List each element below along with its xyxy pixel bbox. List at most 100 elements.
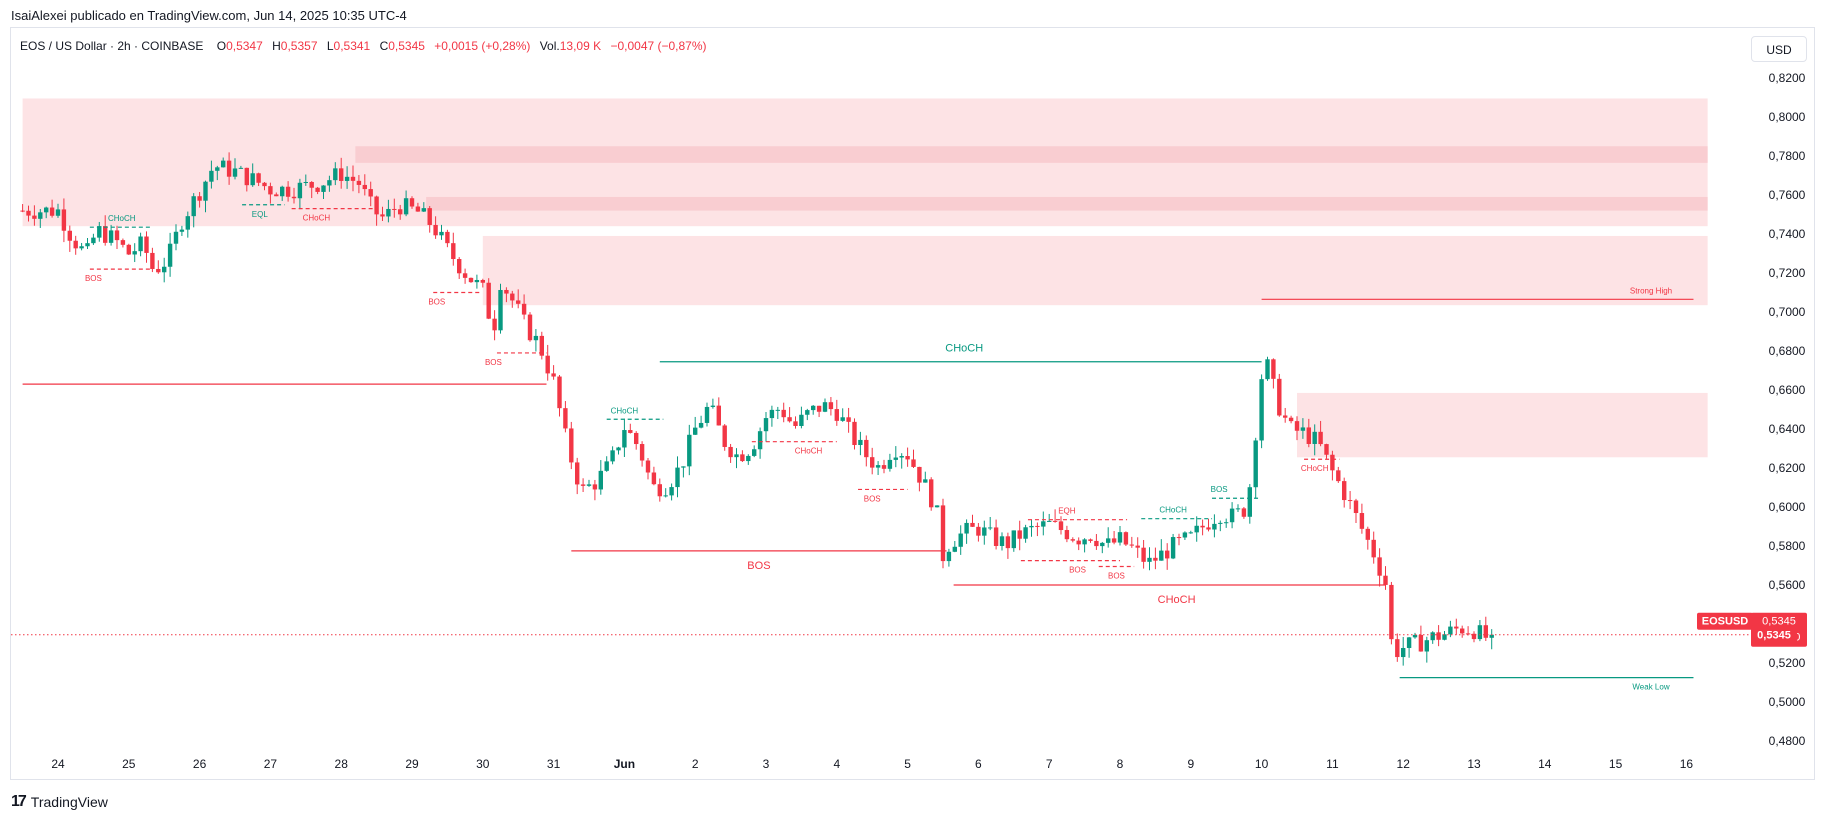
candle-body	[191, 196, 196, 217]
y-tick-label: 0,6000	[1769, 500, 1806, 514]
candle-body	[740, 454, 745, 462]
close-value: 0,5345	[388, 39, 425, 53]
candle-body	[415, 206, 421, 212]
candle-body	[20, 210, 25, 212]
candle-body	[988, 527, 993, 529]
candle-body	[1365, 528, 1370, 540]
candle-body	[628, 430, 633, 433]
candle-body	[704, 406, 710, 423]
structure-label: BOS	[85, 274, 102, 283]
x-tick-label: Jun	[614, 757, 635, 771]
x-tick-label: 4	[833, 757, 840, 771]
candle-body	[474, 279, 480, 283]
candle-body	[1111, 538, 1117, 543]
candle-body	[787, 417, 792, 422]
candle-body	[280, 186, 285, 197]
candle-body	[126, 244, 131, 255]
candle-body	[622, 430, 627, 448]
candle-body	[634, 432, 639, 445]
candle-body	[752, 449, 757, 456]
x-tick-label: 29	[405, 757, 419, 771]
candle-body	[1088, 539, 1093, 541]
candle-body	[457, 259, 462, 274]
candle-body	[85, 243, 90, 247]
x-tick-label: 7	[1046, 757, 1053, 771]
candle-body	[67, 230, 72, 241]
structure-label: Weak Low	[1632, 683, 1669, 692]
candle-body	[911, 459, 916, 467]
candle-body	[108, 230, 114, 243]
candle-body	[356, 180, 362, 185]
candle-body	[1342, 481, 1347, 501]
symbol-tag-text: EOSUSD	[1702, 616, 1749, 628]
price-tag-lower-value: 0,5345	[1757, 630, 1791, 642]
candle-body	[1460, 628, 1465, 634]
candle-body	[451, 243, 456, 260]
y-tick-label: 0,6800	[1769, 344, 1806, 358]
candle-body	[297, 182, 303, 199]
candle-body	[822, 402, 828, 412]
x-tick-label: 25	[122, 757, 136, 771]
price-chart[interactable]: BOS CHoCH CHoCH Strong High Weak Low CHoCH BOS…	[0, 0, 1826, 780]
candle-body	[533, 335, 539, 341]
structure-label: BOS	[864, 494, 881, 503]
candle-body	[44, 207, 49, 213]
candle-body	[569, 428, 574, 463]
candle-body	[1029, 525, 1034, 528]
candle-body	[1082, 539, 1087, 545]
candle-body	[575, 462, 580, 485]
candle-body	[1235, 508, 1241, 510]
candle-body	[840, 417, 845, 421]
candle-body	[132, 251, 137, 255]
y-tick-label: 0,6600	[1769, 383, 1806, 397]
candle-body	[1170, 537, 1176, 559]
candle-body	[698, 422, 704, 428]
candle-body	[557, 376, 562, 409]
candle-body	[993, 527, 999, 546]
candle-body	[433, 224, 438, 236]
x-tick-label: 8	[1117, 757, 1124, 771]
candle-body	[527, 314, 533, 341]
structure-label: BOS	[1211, 485, 1228, 494]
candle-body	[592, 484, 598, 490]
candle-body	[864, 439, 869, 458]
candle-body	[828, 402, 834, 410]
candle-body	[327, 180, 332, 186]
candle-body	[645, 460, 651, 473]
structure-label: CHoCH	[1158, 594, 1196, 606]
candle-body	[852, 421, 857, 446]
candle-body	[1312, 431, 1317, 444]
candle-body	[1383, 575, 1388, 585]
candle-body	[604, 461, 609, 471]
candle-body	[1064, 530, 1070, 540]
candle-body	[1283, 415, 1288, 418]
candle-body	[881, 465, 887, 469]
candle-body	[1153, 557, 1158, 561]
candle-body	[1058, 521, 1064, 531]
supply-zone	[1297, 392, 1708, 458]
x-tick-label: 28	[335, 757, 349, 771]
candle-body	[616, 447, 621, 451]
candle-body	[610, 450, 615, 462]
candle-body	[480, 279, 485, 283]
footer-brand[interactable]: 17 TradingView	[11, 793, 108, 811]
candle-body	[462, 273, 468, 278]
x-tick-label: 15	[1609, 757, 1623, 771]
candle-body	[1147, 557, 1152, 562]
candle-body	[1224, 522, 1229, 524]
x-tick-label: 5	[904, 757, 911, 771]
currency-button[interactable]: USD	[1751, 36, 1807, 62]
candle-body	[1123, 532, 1129, 545]
candle-body	[964, 522, 969, 534]
candle-body	[1442, 634, 1447, 640]
candle-body	[934, 505, 940, 508]
candle-body	[1448, 626, 1453, 635]
candle-body	[982, 527, 987, 536]
structure-label: BOS	[747, 560, 770, 572]
symbol-tag	[1697, 612, 1753, 630]
symbol-title[interactable]: EOS / US Dollar · 2h · COINBASE	[20, 39, 204, 53]
close-label: C	[379, 39, 389, 53]
candle-body	[303, 181, 308, 183]
candle-body	[834, 409, 839, 421]
candle-body	[185, 216, 190, 230]
